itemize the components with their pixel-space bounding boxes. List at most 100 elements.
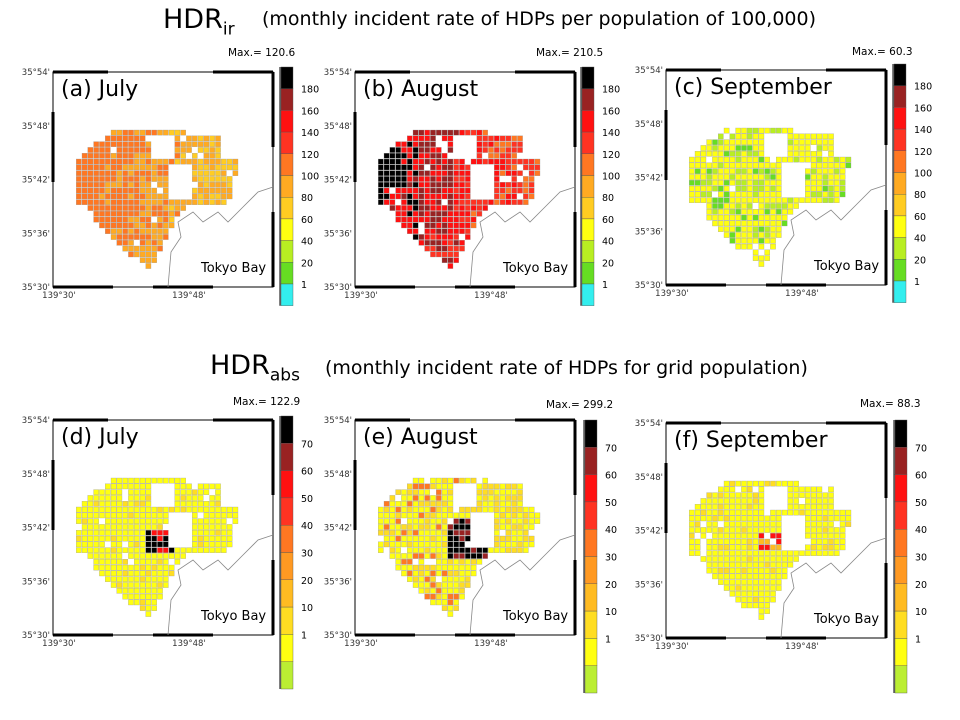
grid-cell <box>226 176 233 182</box>
grid-cell <box>787 203 794 209</box>
grid-cell <box>453 576 459 582</box>
grid-cell <box>781 567 788 574</box>
grid-cell <box>383 182 390 188</box>
grid-cell <box>447 605 454 611</box>
grid-cell <box>116 164 123 171</box>
grid-cell <box>232 170 239 176</box>
grid-cell <box>758 197 765 203</box>
grid-cell <box>764 521 770 527</box>
grid-cell <box>151 593 157 600</box>
grid-cell <box>139 199 146 205</box>
colorbar-box <box>581 175 595 198</box>
grid-cell <box>764 203 770 209</box>
grid-cell <box>459 187 465 194</box>
grid-cell <box>752 498 759 504</box>
grid-cell <box>99 153 105 159</box>
colorbar-box <box>581 153 595 176</box>
grid-cell <box>482 147 488 153</box>
grid-cell <box>511 495 517 501</box>
grid-cell <box>747 527 753 533</box>
grid-cell <box>816 156 823 163</box>
grid-cell <box>116 501 123 507</box>
grid-cell <box>441 512 448 519</box>
grid-cell <box>180 199 186 205</box>
grid-cell <box>145 193 152 200</box>
lat-tick-label: 35°30' <box>635 634 663 644</box>
grid-cell <box>418 547 425 553</box>
grid-cell <box>128 129 134 136</box>
grid-cell <box>523 541 529 548</box>
grid-cell <box>700 162 707 169</box>
grid-cell <box>174 141 181 147</box>
grid-cell <box>723 232 730 238</box>
grid-cell <box>706 509 712 516</box>
grid-cell <box>764 232 770 238</box>
grid-cell <box>145 257 152 263</box>
grid-cell <box>192 141 198 147</box>
grid-cell <box>116 530 123 536</box>
grid-cell <box>723 573 730 580</box>
grid-cell <box>383 506 390 513</box>
grid-cell <box>706 191 712 198</box>
grid-cell <box>453 240 459 246</box>
grid-cell <box>134 535 140 542</box>
grid-cell <box>436 512 442 519</box>
grid-cell <box>741 544 747 551</box>
grid-cell <box>511 176 517 182</box>
grid-cell <box>424 541 430 548</box>
grid-cell <box>389 176 396 182</box>
colorbar-box <box>893 63 907 86</box>
grid-cell <box>729 238 736 244</box>
grid-cell <box>511 512 517 519</box>
grid-cell <box>523 193 529 200</box>
grid-cell <box>226 182 233 188</box>
grid-cell <box>839 174 846 180</box>
grid-cell <box>805 504 811 510</box>
grid-cell <box>453 524 459 530</box>
grid-cell <box>488 506 494 513</box>
grid-cell <box>157 553 163 559</box>
grid-cell <box>430 564 436 571</box>
grid-cell <box>116 211 123 217</box>
grid-cell <box>395 489 401 495</box>
grid-cell <box>499 187 506 194</box>
grid-cell <box>770 573 776 580</box>
grid-cell <box>134 483 140 490</box>
grid-cell <box>221 170 227 176</box>
grid-cell <box>447 129 454 136</box>
grid-cell <box>712 527 718 533</box>
grid-cell <box>128 553 134 559</box>
grid-cell <box>418 501 425 507</box>
grid-cell <box>401 506 407 513</box>
grid-cell <box>389 495 396 501</box>
grid-cell <box>758 180 765 186</box>
grid-cell <box>412 477 419 484</box>
grid-cell <box>810 527 817 533</box>
grid-cell <box>122 153 128 159</box>
grid-cell <box>459 182 465 188</box>
colorbar-box <box>893 193 907 217</box>
colorbar-box <box>894 501 908 530</box>
grid-cell <box>128 524 134 530</box>
grid-cell <box>459 176 465 182</box>
grid-cell <box>221 524 227 530</box>
grid-cell <box>752 591 759 597</box>
grid-cell <box>453 216 459 223</box>
grid-cell <box>151 518 157 524</box>
grid-cell <box>441 599 448 606</box>
grid-cell <box>447 512 454 519</box>
grid-cell <box>470 477 477 484</box>
grid-cell <box>459 524 465 530</box>
grid-cell <box>441 193 448 200</box>
grid-cell <box>453 564 459 571</box>
grid-cell <box>528 524 535 530</box>
grid-cell <box>401 205 407 211</box>
grid-cell <box>436 129 442 136</box>
grid-cell <box>209 158 215 165</box>
grid-cell <box>735 538 741 545</box>
grid-cell <box>395 547 401 553</box>
grid-cell <box>718 162 724 169</box>
grid-cell <box>436 489 442 495</box>
grid-cell <box>163 199 169 205</box>
grid-cell <box>99 193 105 200</box>
